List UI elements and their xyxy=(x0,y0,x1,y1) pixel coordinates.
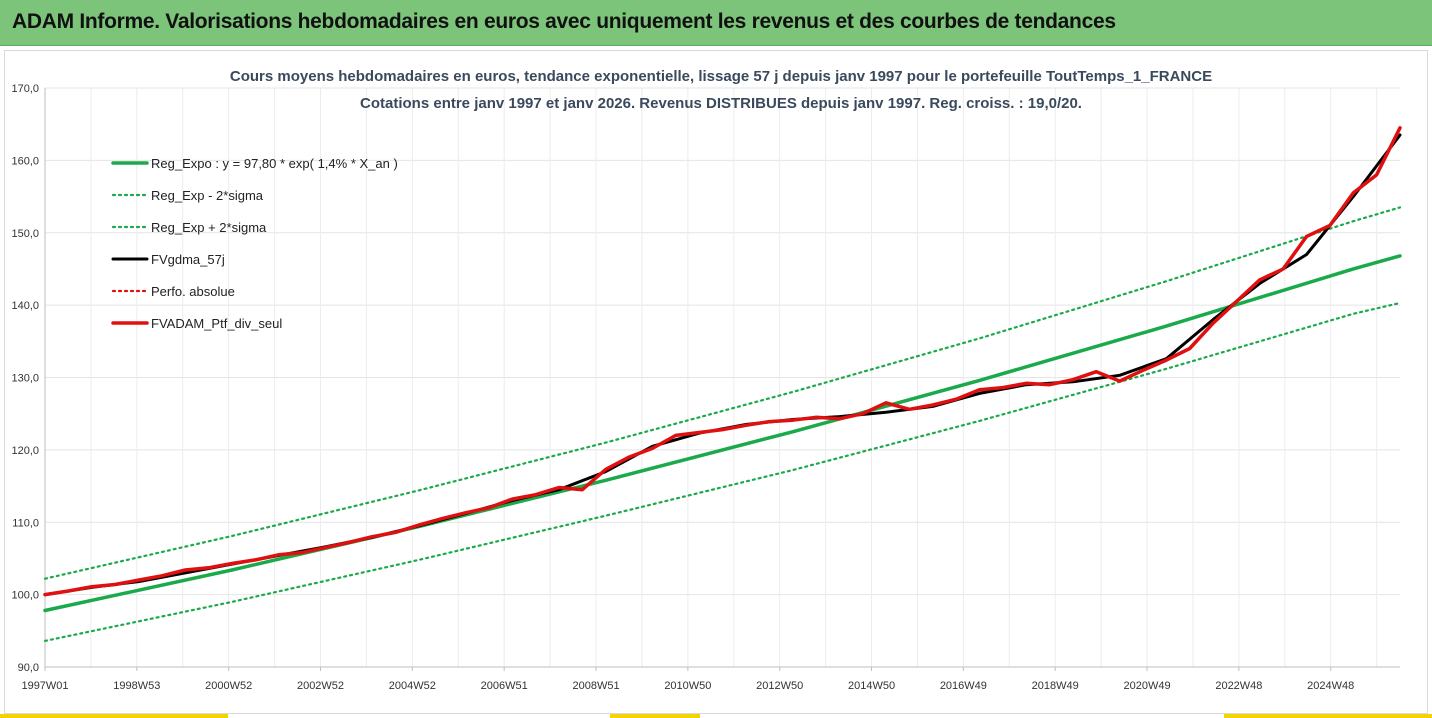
line-chart: 90,0 100,0 110,0 120,0 130,0 140,0 150,0 160,0 1… xyxy=(11,68,1402,692)
x-tick-label: 2002W52 xyxy=(297,680,344,692)
legend-label: FVADAM_Ptf_div_seul xyxy=(151,316,282,331)
x-tick-label: 2006W51 xyxy=(481,680,528,692)
x-tick-label: 2004W52 xyxy=(389,680,436,692)
x-tick-label: 2010W50 xyxy=(664,680,711,692)
chart-area: 90,0 100,0 110,0 120,0 130,0 140,0 150,0 160,0 1… xyxy=(4,50,1428,714)
chart-subtitle: Cotations entre janv 1997 et janv 2026. … xyxy=(360,95,1082,112)
legend-label: Perfo. absolue xyxy=(151,284,235,299)
series-line-3 xyxy=(43,133,1402,597)
legend-label: Reg_Expo : y = 97,80 * exp( 1,4% * X_an … xyxy=(151,156,398,171)
x-tick-label: 2018W49 xyxy=(1032,680,1079,692)
report-header: ADAM Informe. Valorisations hebdomadaire… xyxy=(0,0,1432,46)
legend-label: FVgdma_57j xyxy=(151,252,225,267)
y-tick-label: 100,0 xyxy=(11,590,39,602)
legend[interactable]: Reg_Expo : y = 97,80 * exp( 1,4% * X_an … xyxy=(111,156,398,331)
chart-title: Cours moyens hebdomadaires en euros, ten… xyxy=(230,68,1212,85)
y-tick-label: 160,0 xyxy=(11,155,39,167)
x-tick-label: 2022W48 xyxy=(1215,680,1262,692)
series-line-1 xyxy=(43,301,1402,643)
series-line-2 xyxy=(43,206,1402,580)
legend-label: Reg_Exp + 2*sigma xyxy=(151,220,267,235)
y-tick-label: 140,0 xyxy=(11,300,39,312)
x-tick-label: 2012W50 xyxy=(756,680,803,692)
axes: 90,0 100,0 110,0 120,0 130,0 140,0 150,0 160,0 1… xyxy=(11,83,1400,692)
bottom-accent-left xyxy=(0,714,228,718)
series-line-5 xyxy=(43,126,1402,597)
x-tick-label: 2008W51 xyxy=(572,680,619,692)
x-tick-label: 1998W53 xyxy=(113,680,160,692)
series-lines xyxy=(43,126,1402,643)
y-tick-label: 120,0 xyxy=(11,445,39,457)
y-tick-label: 90,0 xyxy=(18,662,39,674)
y-tick-label: 150,0 xyxy=(11,228,39,240)
bottom-accent-right xyxy=(1224,714,1432,718)
report-title: ADAM Informe. Valorisations hebdomadaire… xyxy=(12,10,1116,33)
bottom-accent-mid xyxy=(610,714,700,718)
legend-label: Reg_Exp - 2*sigma xyxy=(151,188,264,203)
x-tick-label: 1997W01 xyxy=(21,680,68,692)
series-line-0 xyxy=(43,254,1402,613)
x-tick-label: 2024W48 xyxy=(1307,680,1354,692)
x-tick-label: 2016W49 xyxy=(940,680,987,692)
y-tick-label: 130,0 xyxy=(11,373,39,385)
x-tick-label: 2000W52 xyxy=(205,680,252,692)
grid-lines xyxy=(44,87,1400,668)
x-tick-label: 2014W50 xyxy=(848,680,895,692)
x-tick-label: 2020W49 xyxy=(1123,680,1170,692)
y-tick-label: 110,0 xyxy=(12,517,39,529)
y-tick-label: 170,0 xyxy=(11,83,39,95)
